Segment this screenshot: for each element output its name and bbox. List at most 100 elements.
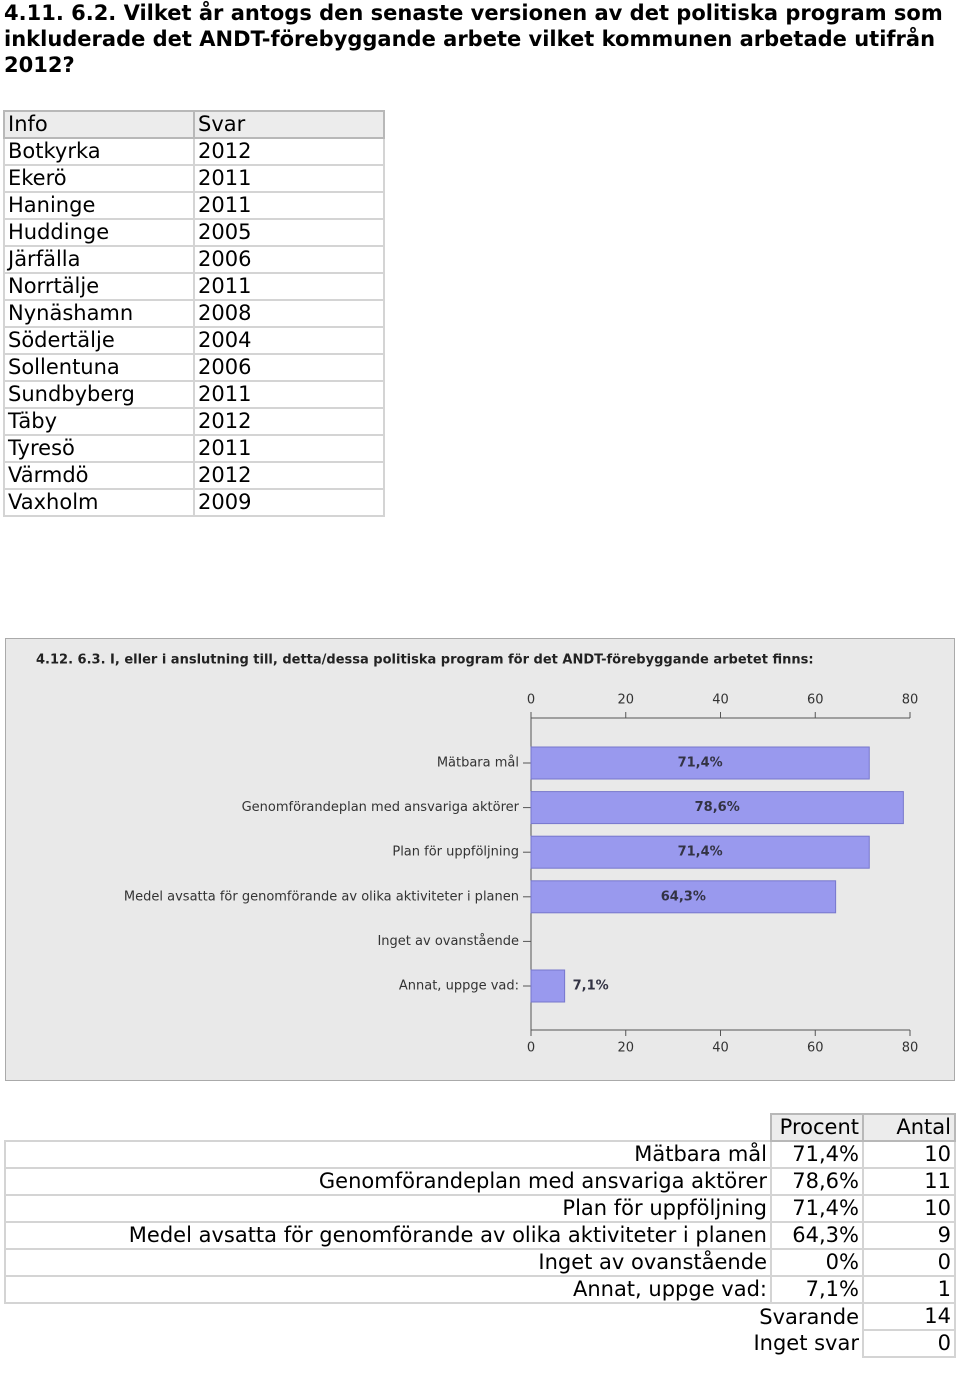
cell: Haninge — [3, 191, 195, 220]
answer-table: Info Svar Botkyrka 2012 Ekerö 2011 Haninge 2011… — [3, 110, 385, 517]
header-cell: Procent — [770, 1113, 864, 1142]
header-cell: Info — [3, 110, 195, 139]
cell: 10 — [862, 1194, 956, 1223]
row: Sollentuna 2006 — [3, 353, 385, 382]
value-label: 7,1% — [573, 979, 609, 994]
cell: 7,1% — [770, 1275, 864, 1304]
row: Medel avsatta för genomförande av olika … — [4, 1221, 956, 1250]
row: Sundbyberg 2011 — [3, 380, 385, 409]
value-label: 71,4% — [678, 756, 723, 771]
row: Järfälla 2006 — [3, 245, 385, 274]
total-label: Inget svar — [753, 1331, 859, 1355]
row: Huddinge 2005 — [3, 218, 385, 247]
x-tick-label: 20 — [617, 693, 634, 708]
cell: 71,4% — [770, 1194, 864, 1223]
total-value: 0 — [862, 1329, 956, 1358]
cell: Sundbyberg — [3, 380, 195, 409]
row: Vaxholm 2009 — [3, 488, 385, 517]
cell: 2011 — [193, 164, 385, 193]
cell: Huddinge — [3, 218, 195, 247]
total-row: Inget svar 0 — [5, 1329, 956, 1358]
value-label: 78,6% — [695, 800, 740, 815]
chart: 4.12. 6.3. I, eller i anslutning till, d… — [5, 638, 955, 1081]
category-label: Inget av ovanstående — [377, 934, 519, 949]
row: Botkyrka 2012 — [3, 137, 385, 166]
cell: 2011 — [193, 272, 385, 301]
cell: 2012 — [193, 137, 385, 166]
summary-table: Procent Antal Mätbara mål 71,4% 10 Genomföran… — [4, 1113, 956, 1358]
cell: 2006 — [193, 353, 385, 382]
cell: Täby — [3, 407, 195, 436]
cell: 2012 — [193, 407, 385, 436]
row: Södertälje 2004 — [3, 326, 385, 355]
row: Tyresö 2011 — [3, 434, 385, 463]
category-label: Genomförandeplan med ansvariga aktörer — [242, 800, 520, 815]
cell: 2005 — [193, 218, 385, 247]
bar — [530, 880, 837, 914]
x-tick-label: 60 — [807, 693, 824, 708]
value-label: 71,4% — [678, 845, 723, 860]
cell: Genomförandeplan med ansvariga aktörer — [4, 1167, 772, 1196]
x-tick-label: 80 — [902, 1041, 919, 1056]
cell: 2011 — [193, 434, 385, 463]
cell: Nynäshamn — [3, 299, 195, 328]
cell: 2011 — [193, 380, 385, 409]
cell: 0% — [770, 1248, 864, 1277]
cell: 64,3% — [770, 1221, 864, 1250]
header-cell: Antal — [862, 1113, 956, 1142]
category-label: Mätbara mål — [437, 756, 519, 771]
category-label: Annat, uppge vad: — [399, 979, 519, 994]
x-tick-label: 0 — [527, 693, 535, 708]
cell: 1 — [862, 1275, 956, 1304]
row: Ekerö 2011 — [3, 164, 385, 193]
blank-cell — [5, 1114, 771, 1141]
total-value: 14 — [862, 1302, 956, 1331]
cell: Norrtälje — [3, 272, 195, 301]
header-row: Procent Antal — [5, 1113, 956, 1142]
cell: 2009 — [193, 488, 385, 517]
bar — [530, 969, 566, 1003]
cell: Medel avsatta för genomförande av olika … — [4, 1221, 772, 1250]
cell: Sollentuna — [3, 353, 195, 382]
x-tick-label: 40 — [712, 693, 729, 708]
cell: Annat, uppge vad: — [4, 1275, 772, 1304]
row: Nynäshamn 2008 — [3, 299, 385, 328]
cell: 0 — [862, 1248, 956, 1277]
row: Norrtälje 2011 — [3, 272, 385, 301]
x-tick-label: 20 — [617, 1041, 634, 1056]
row: Täby 2012 — [3, 407, 385, 436]
cell: 9 — [862, 1221, 956, 1250]
cell: Tyresö — [3, 434, 195, 463]
cell: Södertälje — [3, 326, 195, 355]
x-tick-label: 0 — [527, 1041, 535, 1056]
cell: 11 — [862, 1167, 956, 1196]
cell: Järfälla — [3, 245, 195, 274]
cell: 10 — [862, 1140, 956, 1169]
bar — [530, 791, 904, 825]
row: Genomförandeplan med ansvariga aktörer 78… — [4, 1167, 956, 1196]
heading: 4.11. 6.2. Vilket år antogs den senaste … — [4, 1, 943, 77]
bar — [530, 746, 870, 780]
row: Haninge 2011 — [3, 191, 385, 220]
header-row: Info Svar — [3, 110, 385, 139]
row: Plan för uppföljning 71,4% 10 — [4, 1194, 956, 1223]
row: Annat, uppge vad: 7,1% 1 — [4, 1275, 956, 1304]
cell: 2012 — [193, 461, 385, 490]
row: Mätbara mål 71,4% 10 — [4, 1140, 956, 1169]
cell: Värmdö — [3, 461, 195, 490]
x-tick-label: 60 — [807, 1041, 824, 1056]
cell: Inget av ovanstående — [4, 1248, 772, 1277]
cell: 71,4% — [770, 1140, 864, 1169]
cell: 2011 — [193, 191, 385, 220]
total-row: Svarande 14 — [5, 1302, 956, 1331]
cell: 2008 — [193, 299, 385, 328]
row: Inget av ovanstående 0% 0 — [4, 1248, 956, 1277]
bar — [530, 835, 870, 869]
header-cell: Svar — [193, 110, 385, 139]
x-tick-label: 80 — [902, 693, 919, 708]
category-label: Plan för uppföljning — [392, 845, 519, 860]
cell: Vaxholm — [3, 488, 195, 517]
cell: Botkyrka — [3, 137, 195, 166]
x-tick-label: 40 — [712, 1041, 729, 1056]
